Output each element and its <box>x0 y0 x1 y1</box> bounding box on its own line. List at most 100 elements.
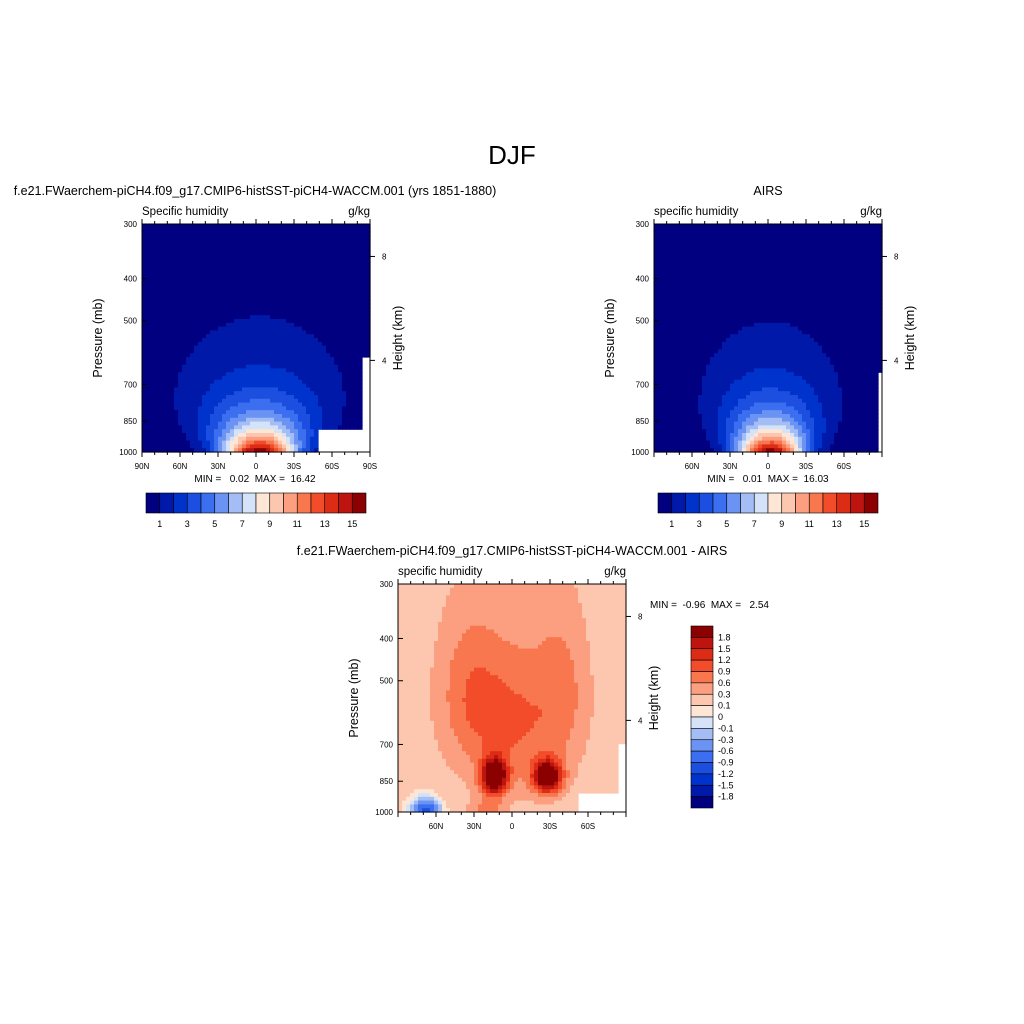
heatmap-cell <box>190 231 195 236</box>
heatmap-cell <box>838 227 843 233</box>
heatmap-cell <box>242 315 247 320</box>
heatmap-cell <box>158 376 163 381</box>
heatmap-cell <box>154 353 159 358</box>
heatmap-cell <box>198 417 203 423</box>
heatmap-cell <box>158 417 163 423</box>
heatmap-cell <box>858 231 863 236</box>
heatmap-cell <box>270 296 275 301</box>
heatmap-cell <box>322 406 327 411</box>
heatmap-cell <box>170 235 175 240</box>
heatmap-cell <box>306 398 311 404</box>
heatmap-cell <box>870 239 875 244</box>
heatmap-cell <box>206 341 211 347</box>
heatmap-cell <box>202 425 207 430</box>
heatmap-cell <box>710 296 715 301</box>
heatmap-cell <box>206 414 211 419</box>
heatmap-cell <box>850 326 855 331</box>
heatmap-cell <box>870 322 875 328</box>
heatmap-cell <box>170 243 175 248</box>
heatmap-cell <box>218 334 223 339</box>
heatmap-cell <box>310 417 315 423</box>
heatmap-cell <box>210 265 215 271</box>
heatmap-cell <box>350 227 355 233</box>
heatmap-cell <box>838 311 843 316</box>
heatmap-cell <box>358 383 363 388</box>
heatmap-cell <box>346 372 351 377</box>
heatmap-cell <box>718 265 723 271</box>
heatmap-cell <box>678 281 683 286</box>
heatmap-cell <box>714 265 719 271</box>
heatmap-cell <box>290 406 295 411</box>
heatmap-cell <box>310 265 315 271</box>
heatmap-cell <box>270 254 275 259</box>
heatmap-cell <box>314 444 319 449</box>
heatmap-cell <box>742 231 747 236</box>
heatmap-cell <box>730 277 735 282</box>
heatmap-cell <box>358 376 363 381</box>
heatmap-cell <box>186 288 191 293</box>
heatmap-cell <box>238 433 243 438</box>
heatmap-cell <box>266 360 271 366</box>
heatmap-cell <box>314 425 319 430</box>
heatmap-cell <box>770 265 775 271</box>
heatmap-cell <box>866 227 871 233</box>
heatmap-cell <box>358 262 363 267</box>
heatmap-cell <box>318 319 323 324</box>
heatmap-cell <box>350 243 355 248</box>
heatmap-cell <box>270 368 275 373</box>
heatmap-cell <box>310 360 315 366</box>
heatmap-cell <box>762 284 767 290</box>
heatmap-cell <box>826 281 831 286</box>
heatmap-cell <box>206 265 211 271</box>
heatmap-cell <box>718 311 723 316</box>
heatmap-cell <box>714 239 719 244</box>
heatmap-cell <box>310 353 315 358</box>
heatmap-cell <box>190 395 195 400</box>
heatmap-cell <box>246 368 251 373</box>
heatmap-cell <box>302 273 307 278</box>
heatmap-cell <box>314 243 319 248</box>
heatmap-cell <box>730 269 735 274</box>
heatmap-cell <box>242 243 247 248</box>
heatmap-cell <box>202 326 207 331</box>
heatmap-cell <box>738 307 743 312</box>
heatmap-cell <box>726 296 731 301</box>
heatmap-cell <box>238 311 243 316</box>
heatmap-cell <box>222 250 227 255</box>
heatmap-cell <box>242 326 247 331</box>
heatmap-cell <box>742 315 747 320</box>
heatmap-cell <box>274 345 279 350</box>
heatmap-cell <box>770 277 775 282</box>
heatmap-cell <box>306 288 311 293</box>
heatmap-cell <box>782 307 787 312</box>
heatmap-cell <box>654 231 659 236</box>
heatmap-cell <box>222 296 227 301</box>
heatmap-cell <box>870 227 875 233</box>
heatmap-cell <box>170 421 175 426</box>
heatmap-cell <box>266 429 271 434</box>
heatmap-cell <box>682 307 687 312</box>
heatmap-cell <box>146 254 151 259</box>
heatmap-cell <box>354 246 359 252</box>
heatmap-cell <box>654 277 659 282</box>
heatmap-cell <box>246 224 251 229</box>
heatmap-cell <box>354 353 359 358</box>
heatmap-cell <box>222 227 227 233</box>
heatmap-cell <box>142 250 147 255</box>
heatmap-cell <box>190 440 195 445</box>
heatmap-cell <box>358 421 363 426</box>
heatmap-cell <box>830 269 835 274</box>
heatmap-cell <box>334 376 339 381</box>
heatmap-cell <box>862 288 867 293</box>
heatmap-cell <box>666 292 671 297</box>
heatmap-cell <box>858 239 863 244</box>
heatmap-cell <box>306 300 311 305</box>
heatmap-cell <box>346 338 351 343</box>
heatmap-cell <box>198 330 203 335</box>
heatmap-cell <box>298 288 303 293</box>
heatmap-cell <box>210 326 215 331</box>
heatmap-cell <box>314 376 319 381</box>
heatmap-cell <box>250 288 255 293</box>
heatmap-cell <box>322 398 327 404</box>
heatmap-cell <box>242 444 247 449</box>
